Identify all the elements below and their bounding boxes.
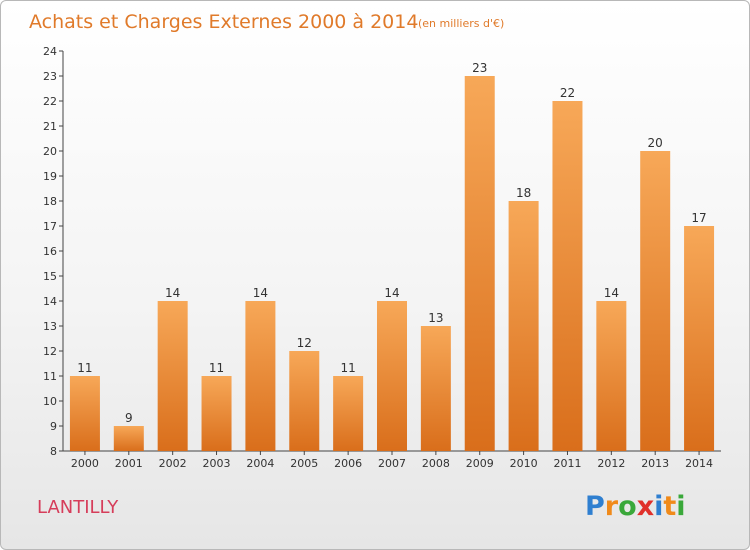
bar-value-label: 11 bbox=[340, 361, 355, 375]
bar-value-label: 14 bbox=[384, 286, 399, 300]
logo-letter: x bbox=[637, 491, 654, 522]
y-tick-label: 22 bbox=[43, 95, 57, 108]
bar bbox=[69, 376, 100, 451]
bar bbox=[552, 101, 583, 451]
bar-value-label: 14 bbox=[604, 286, 619, 300]
x-tick-label: 2007 bbox=[378, 457, 406, 470]
bar bbox=[464, 76, 495, 451]
x-tick-label: 2009 bbox=[466, 457, 494, 470]
y-tick-label: 9 bbox=[50, 420, 57, 433]
logo-letter: r bbox=[605, 491, 619, 522]
bar-value-label: 17 bbox=[691, 211, 706, 225]
y-tick-label: 19 bbox=[43, 170, 57, 183]
x-tick-label: 2004 bbox=[246, 457, 274, 470]
x-tick-label: 2002 bbox=[159, 457, 187, 470]
bar-value-label: 13 bbox=[428, 311, 443, 325]
bar-value-label: 14 bbox=[253, 286, 268, 300]
chart-subtitle: (en milliers d'€) bbox=[418, 17, 504, 30]
y-tick-label: 10 bbox=[43, 395, 57, 408]
x-tick-label: 2010 bbox=[510, 457, 538, 470]
bar-value-label: 11 bbox=[77, 361, 92, 375]
y-tick-label: 11 bbox=[43, 370, 57, 383]
y-tick-label: 23 bbox=[43, 70, 57, 83]
proxiti-logo: Proxiti bbox=[585, 491, 686, 522]
bar-value-label: 20 bbox=[648, 136, 663, 150]
x-tick-label: 2012 bbox=[597, 457, 625, 470]
y-tick-label: 17 bbox=[43, 220, 57, 233]
chart-title: Achats et Charges Externes 2000 à 2014 bbox=[29, 11, 418, 33]
bar bbox=[377, 301, 407, 451]
bar bbox=[508, 201, 539, 451]
y-tick-label: 24 bbox=[43, 45, 57, 58]
bar-value-label: 23 bbox=[472, 61, 487, 75]
y-tick-label: 14 bbox=[43, 295, 57, 308]
bar bbox=[420, 326, 451, 451]
x-tick-label: 2001 bbox=[115, 457, 143, 470]
logo-letter: t bbox=[663, 491, 676, 522]
y-tick-label: 13 bbox=[43, 320, 57, 333]
bar-value-label: 11 bbox=[209, 361, 224, 375]
bar bbox=[113, 426, 144, 451]
bar-value-label: 12 bbox=[297, 336, 312, 350]
bar bbox=[157, 301, 188, 451]
y-tick-label: 8 bbox=[50, 445, 57, 458]
y-tick-label: 21 bbox=[43, 120, 57, 133]
x-tick-label: 2011 bbox=[553, 457, 581, 470]
logo-letter: i bbox=[654, 491, 663, 522]
bar bbox=[684, 226, 715, 451]
logo-letter: P bbox=[585, 491, 605, 522]
x-tick-label: 2013 bbox=[641, 457, 669, 470]
bar bbox=[640, 151, 671, 451]
y-tick-label: 16 bbox=[43, 245, 57, 258]
bar bbox=[201, 376, 232, 451]
logo-letter: o bbox=[618, 491, 637, 522]
y-tick-label: 18 bbox=[43, 195, 57, 208]
bar-value-label: 9 bbox=[125, 411, 133, 425]
y-tick-label: 15 bbox=[43, 270, 57, 283]
x-tick-label: 2000 bbox=[71, 457, 99, 470]
y-tick-label: 20 bbox=[43, 145, 57, 158]
y-tick-label: 12 bbox=[43, 345, 57, 358]
x-tick-label: 2008 bbox=[422, 457, 450, 470]
x-tick-label: 2005 bbox=[290, 457, 318, 470]
bar-value-label: 14 bbox=[165, 286, 180, 300]
chart-axes: 8 9 10 11 12 13 14 15 16 17 18 19 20 21 22 23 24 2000 2001… bbox=[43, 45, 721, 470]
bar-value-label: 18 bbox=[516, 186, 531, 200]
x-tick-label: 2014 bbox=[685, 457, 713, 470]
x-tick-label: 2003 bbox=[203, 457, 231, 470]
bar bbox=[245, 301, 276, 451]
chart-bars: 11 9 14 11 14 12 11 14 13 23 18 22 14 20 17 bbox=[69, 61, 715, 451]
commune-caption: LANTILLY bbox=[37, 497, 119, 518]
bar bbox=[596, 301, 627, 451]
logo-letter: i bbox=[676, 491, 685, 522]
bar-value-label: 22 bbox=[560, 86, 575, 100]
bar bbox=[289, 351, 320, 451]
bar bbox=[333, 376, 364, 451]
x-tick-label: 2006 bbox=[334, 457, 362, 470]
